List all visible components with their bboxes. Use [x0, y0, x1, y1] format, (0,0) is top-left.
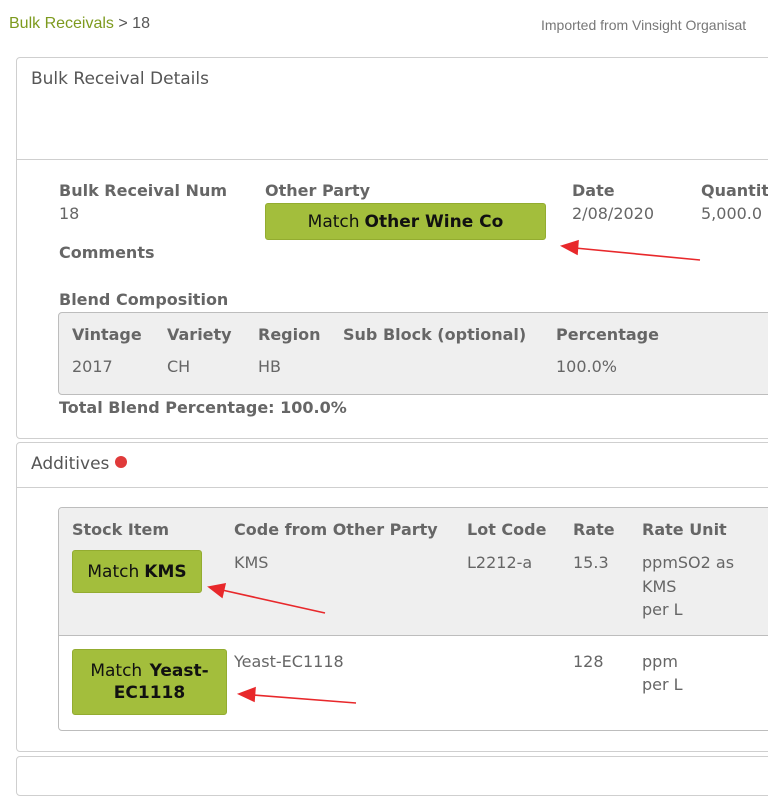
match-label-line1: Match Yeast-: [90, 660, 208, 682]
additive-unit-line3: per L: [642, 600, 683, 619]
match-prefix: Match: [307, 211, 360, 232]
panel-title: Bulk Receival Details: [17, 58, 768, 160]
col-percentage: Percentage: [556, 325, 659, 344]
col-vintage: Vintage: [72, 325, 142, 344]
top-bar: Bulk Receivals > 18 Imported from Vinsig…: [0, 0, 768, 50]
match-kms-button[interactable]: Match KMS: [72, 550, 202, 593]
additive-unit-line1: ppm: [642, 652, 678, 671]
quantity-label: Quantit: [701, 181, 768, 200]
stock-item-name-line1: Yeast-: [149, 661, 209, 681]
col-variety: Variety: [167, 325, 232, 344]
status-dot-icon: [115, 456, 128, 468]
additive-unit-line2: per L: [642, 675, 683, 694]
date-label: Date: [572, 181, 615, 200]
col-region: Region: [258, 325, 321, 344]
additive-lot: L2212-a: [467, 553, 533, 572]
match-other-party-button[interactable]: Match Other Wine Co: [265, 203, 546, 240]
blend-percentage: 100.0%: [556, 357, 618, 376]
additive-unit-line2: KMS: [642, 577, 677, 596]
match-prefix: Match: [90, 661, 143, 681]
other-party-name: Other Wine Co: [364, 211, 504, 232]
additive-code: Yeast-EC1118: [234, 652, 344, 671]
date-value: 2/08/2020: [572, 204, 655, 223]
additives-header: Additives: [17, 443, 768, 488]
comments-label: Comments: [59, 243, 155, 262]
match-prefix: Match: [87, 561, 140, 582]
additives-table: Stock Item Code from Other Party Lot Cod…: [58, 507, 768, 731]
stock-item-name: KMS: [144, 561, 187, 582]
col-code-other-party: Code from Other Party: [234, 520, 438, 539]
total-blend-percentage: Total Blend Percentage: 100.0%: [59, 398, 347, 417]
col-lot-code: Lot Code: [467, 520, 547, 539]
col-rate: Rate: [573, 520, 615, 539]
col-sub-block: Sub Block (optional): [343, 325, 527, 344]
bulk-receival-num-value: 18: [59, 204, 80, 223]
next-panel: [16, 756, 768, 796]
breadcrumb-separator: >: [113, 15, 133, 32]
other-party-label: Other Party: [265, 181, 371, 200]
col-rate-unit: Rate Unit: [642, 520, 727, 539]
breadcrumb-current: 18: [132, 15, 150, 32]
bulk-receival-num-label: Bulk Receival Num: [59, 181, 228, 200]
match-yeast-ec1118-button[interactable]: Match Yeast- EC1118: [72, 649, 227, 715]
additives-title: Additives: [31, 454, 110, 474]
quantity-value: 5,000.0: [701, 204, 763, 223]
imported-note: Imported from Vinsight Organisat: [541, 17, 747, 33]
breadcrumb-bulk-receivals-link[interactable]: Bulk Receivals: [9, 15, 114, 32]
breadcrumb: Bulk Receivals > 18: [9, 15, 150, 33]
blend-composition-table: Vintage Variety Region Sub Block (option…: [58, 312, 768, 395]
blend-composition-label: Blend Composition: [59, 290, 229, 309]
col-stock-item: Stock Item: [72, 520, 169, 539]
stock-item-name-line2: EC1118: [113, 683, 186, 703]
blend-variety: CH: [167, 357, 191, 376]
blend-region: HB: [258, 357, 282, 376]
additive-code: KMS: [234, 553, 269, 572]
blend-vintage: 2017: [72, 357, 113, 376]
additive-unit-line1: ppmSO2 as: [642, 553, 735, 572]
additive-rate: 15.3: [573, 553, 609, 572]
additive-rate: 128: [573, 652, 604, 671]
